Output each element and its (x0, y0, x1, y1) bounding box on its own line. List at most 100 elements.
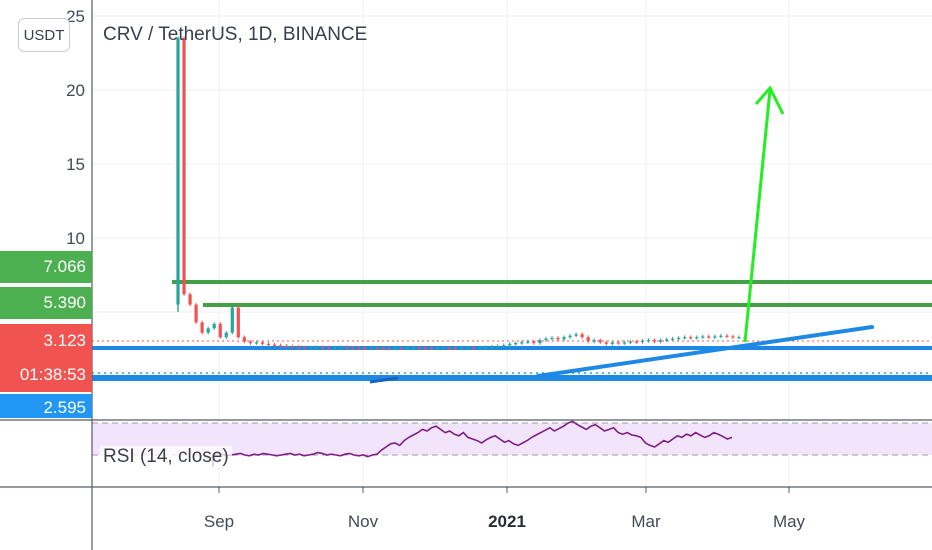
candle (351, 347, 355, 349)
candle (453, 348, 458, 350)
candle (459, 347, 464, 350)
support-resistance-lines (92, 280, 932, 381)
candle (628, 341, 632, 343)
candle (671, 338, 675, 340)
candle (309, 347, 313, 349)
candle (562, 337, 566, 340)
x-tick-label: 2021 (488, 512, 526, 531)
candle (188, 294, 192, 305)
candle (652, 340, 657, 342)
candle (260, 342, 265, 344)
candle (248, 341, 252, 344)
candle (278, 345, 283, 347)
candle (266, 343, 271, 346)
candle (490, 346, 494, 348)
candle (254, 342, 259, 344)
candle (381, 348, 385, 350)
rsi-label: RSI (14, close) (100, 446, 232, 468)
price-tag-low: 2.595 (0, 394, 92, 418)
candle (532, 341, 536, 344)
candle (616, 342, 620, 344)
candle (200, 322, 204, 333)
candle (526, 341, 530, 343)
candle (236, 307, 240, 338)
candle (556, 337, 560, 340)
candle (339, 347, 343, 349)
candle (719, 335, 723, 337)
candle (677, 337, 681, 340)
candle (375, 347, 379, 350)
candle (683, 337, 687, 339)
ascending-trendline (536, 325, 874, 378)
candle (303, 347, 307, 349)
candle (471, 347, 476, 350)
candle (447, 347, 452, 350)
candle (441, 347, 446, 350)
countdown-tag: 01:38:53 (0, 358, 92, 392)
candle (701, 336, 705, 338)
x-tick-label: Sep (204, 512, 234, 531)
candle (182, 38, 186, 295)
candle (465, 347, 470, 350)
candle (393, 348, 397, 350)
candle (363, 348, 367, 350)
candle (634, 341, 639, 343)
candle (387, 348, 391, 350)
candle (640, 340, 645, 343)
candle (333, 347, 337, 349)
candle (737, 337, 741, 339)
candle (544, 338, 548, 341)
x-tick-label: May (773, 512, 806, 531)
candle (297, 346, 301, 348)
projection-arrow-head (754, 85, 785, 115)
candle (514, 343, 518, 345)
candle (586, 337, 590, 342)
x-tick-label: Nov (348, 512, 379, 531)
trend-annotations (369, 85, 874, 384)
candle (429, 347, 433, 350)
candle (520, 342, 524, 344)
small-trendline (369, 376, 399, 384)
candle (580, 334, 584, 338)
candle (538, 340, 542, 344)
candle (713, 336, 717, 338)
candle (610, 342, 614, 344)
candle (604, 342, 608, 344)
candle (206, 328, 210, 333)
candle (725, 335, 729, 337)
projection-arrow-shaft (743, 89, 772, 343)
candle (357, 347, 361, 350)
candle (423, 347, 427, 350)
candle (484, 347, 488, 349)
candle (622, 342, 626, 344)
x-axis-tick-labels: Sep Nov 2021 Mar May (204, 487, 806, 531)
y-tick-label: 10 (66, 229, 85, 248)
currency-button[interactable]: USDT (18, 18, 70, 52)
candle (508, 343, 512, 346)
rsi-pane (92, 420, 932, 467)
candle (592, 340, 596, 342)
candle (194, 304, 198, 323)
candle (695, 337, 699, 339)
rsi-line (212, 420, 733, 467)
y-tick-label: 20 (66, 81, 85, 100)
candles (176, 36, 747, 351)
rsi-band (92, 423, 932, 455)
candle (411, 347, 415, 349)
candle (550, 337, 554, 340)
candle (315, 347, 319, 349)
candle (664, 339, 669, 341)
candle (345, 347, 349, 349)
candle (502, 345, 506, 347)
candle (574, 334, 578, 336)
candle (399, 348, 403, 350)
candle (477, 347, 482, 349)
candle (284, 345, 289, 347)
candle (218, 323, 222, 338)
candle (707, 336, 711, 338)
price-tag-high: 7.066 (0, 251, 92, 283)
chart-title: CRV / TetherUS, 1D, BINANCE (103, 24, 368, 45)
candle (417, 347, 421, 349)
